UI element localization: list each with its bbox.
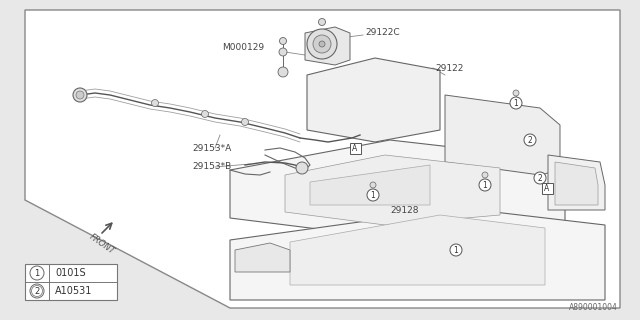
Circle shape <box>296 162 308 174</box>
Circle shape <box>524 134 536 146</box>
Text: 29128: 29128 <box>390 205 419 214</box>
Circle shape <box>319 19 326 26</box>
Polygon shape <box>290 215 545 285</box>
Circle shape <box>30 284 44 298</box>
Circle shape <box>450 244 462 256</box>
Circle shape <box>280 37 287 44</box>
Text: 1: 1 <box>454 245 458 254</box>
Circle shape <box>278 67 288 77</box>
Circle shape <box>279 48 287 56</box>
Text: 29122C: 29122C <box>365 28 399 36</box>
Text: M000129: M000129 <box>222 43 264 52</box>
Text: FRONT: FRONT <box>88 232 116 256</box>
Text: 1: 1 <box>35 268 40 277</box>
Text: 1: 1 <box>514 99 518 108</box>
Circle shape <box>534 172 546 184</box>
Polygon shape <box>235 243 290 272</box>
Bar <box>541 182 552 194</box>
Circle shape <box>76 91 84 99</box>
Text: 2: 2 <box>527 135 532 145</box>
Text: A: A <box>545 183 550 193</box>
Text: 29153*B: 29153*B <box>192 162 231 171</box>
Polygon shape <box>445 95 560 175</box>
Text: 1: 1 <box>483 180 488 189</box>
Text: 29122: 29122 <box>435 63 463 73</box>
Circle shape <box>202 110 209 117</box>
Polygon shape <box>307 58 440 142</box>
Text: 1: 1 <box>371 190 376 199</box>
Polygon shape <box>230 208 605 300</box>
Circle shape <box>73 88 87 102</box>
Polygon shape <box>555 162 598 205</box>
Bar <box>25 264 117 300</box>
Circle shape <box>370 182 376 188</box>
Polygon shape <box>548 155 605 210</box>
Polygon shape <box>230 140 565 238</box>
Text: A10531: A10531 <box>55 286 92 296</box>
Text: 2: 2 <box>35 286 40 295</box>
Polygon shape <box>305 27 350 65</box>
Text: A: A <box>353 143 358 153</box>
Circle shape <box>31 285 42 297</box>
Text: 29153*A: 29153*A <box>192 143 231 153</box>
Circle shape <box>241 118 248 125</box>
Circle shape <box>30 266 44 280</box>
Circle shape <box>513 90 519 96</box>
Circle shape <box>307 29 337 59</box>
Circle shape <box>479 179 491 191</box>
Text: 2: 2 <box>538 173 542 182</box>
Polygon shape <box>310 165 430 205</box>
Bar <box>349 142 360 154</box>
Text: 0101S: 0101S <box>55 268 86 278</box>
Circle shape <box>319 41 325 47</box>
Polygon shape <box>285 155 500 225</box>
Circle shape <box>367 189 379 201</box>
Circle shape <box>482 172 488 178</box>
Circle shape <box>510 97 522 109</box>
Polygon shape <box>25 10 620 308</box>
Circle shape <box>152 100 159 107</box>
Circle shape <box>313 35 331 53</box>
Text: A890001004: A890001004 <box>569 303 618 312</box>
